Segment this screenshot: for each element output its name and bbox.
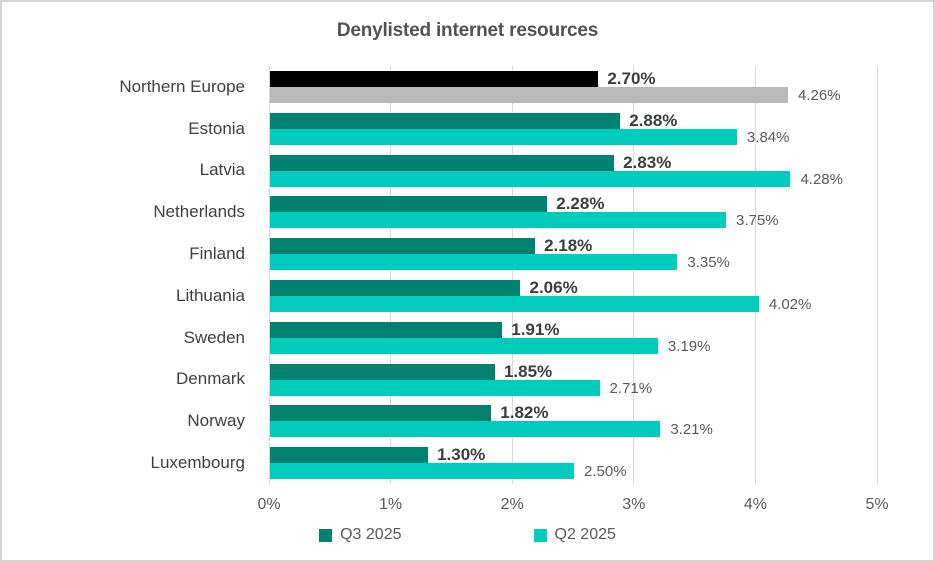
bar-q2 [270,254,678,271]
bar-value-label: 2.71% [609,379,653,397]
legend-item: Q2 2025 [533,526,616,544]
legend-swatch-icon [533,528,547,542]
category-label: Denmark [176,369,245,389]
bar-value-label: 2.28% [556,194,605,214]
category-axis: Northern Europe Estonia Latvia Netherlands F… [2,66,257,484]
bar-value-label: 2.88% [629,110,678,130]
bar-value-label: 4.26% [798,86,841,104]
bar-value-label: 1.91% [511,319,560,339]
bar-value-label: 2.50% [584,463,627,481]
x-tick-label: 0% [257,496,281,513]
gridline [633,66,635,484]
value-axis: 0% 1% 2% 3% 4% 5% [257,496,888,516]
bar-q2 [270,212,726,229]
bar-value-label: 1.82% [500,403,549,423]
legend-item: Q3 2025 [319,526,402,544]
bar-value-label: 3.21% [670,421,713,439]
bar-q2 [270,170,791,187]
bar-q3 [270,112,621,129]
bar-q2 [270,295,759,312]
bar-q2 [270,463,574,480]
bar-q2 [270,379,600,396]
bar-q3 [270,279,521,296]
bar-q3 [270,196,548,213]
x-tick-label: 5% [865,496,889,513]
bar-value-label: 3.75% [736,212,779,230]
chart-title: Denylisted internet resources [336,20,599,41]
category-label: Luxembourg [150,453,245,473]
bar-value-label: 3.19% [667,337,711,355]
bar-value-label: 2.70% [607,68,656,88]
legend-label: Q2 2025 [554,526,616,543]
bar-q2 [270,337,658,354]
gridline [511,66,513,484]
x-tick-label: 2% [500,496,524,513]
bar-value-label: 3.35% [687,254,730,272]
category-label: Sweden [183,327,245,347]
bar-q2 [270,86,789,103]
category-label: Northern Europe [119,76,245,96]
bar-q2 [270,128,737,145]
x-tick-label: 3% [622,496,646,513]
legend-label: Q3 2025 [340,526,402,543]
bar-q3 [270,70,599,87]
bar-q3 [270,238,536,255]
bar-q3 [270,363,495,380]
bar-value-label: 1.30% [437,445,486,465]
category-label: Norway [187,411,245,431]
bar-value-label: 4.28% [800,170,843,188]
gridline [754,66,756,484]
bar-value-label: 1.85% [503,361,553,381]
x-tick-label: 1% [379,496,403,513]
gridline [268,66,270,484]
category-label: Lithuania [175,285,245,305]
gridline [390,66,392,484]
bar-value-label: 4.02% [768,295,812,313]
bar-value-label: 2.83% [623,152,672,172]
bar-q3 [270,154,615,171]
bar-value-label: 2.18% [544,236,593,256]
category-label: Finland [189,244,245,264]
x-tick-label: 4% [743,496,767,513]
bar-q3 [270,321,503,338]
bar-value-label: 3.84% [746,128,790,146]
bar-q2 [270,421,661,438]
category-label: Netherlands [153,202,245,222]
category-label: Latvia [199,160,245,180]
plot-area: 2.70% 4.26% 2.88% 3.84% 2.83% 4.28% 2.28% 3.75%… [268,66,878,484]
gridline [876,66,878,484]
legend-swatch-icon [319,528,333,542]
bar-q3 [270,405,492,422]
category-label: Estonia [188,118,245,138]
bar-value-label: 2.06% [529,277,578,297]
legend: Q3 2025 Q2 2025 [2,526,933,544]
bar-q3 [270,447,429,464]
